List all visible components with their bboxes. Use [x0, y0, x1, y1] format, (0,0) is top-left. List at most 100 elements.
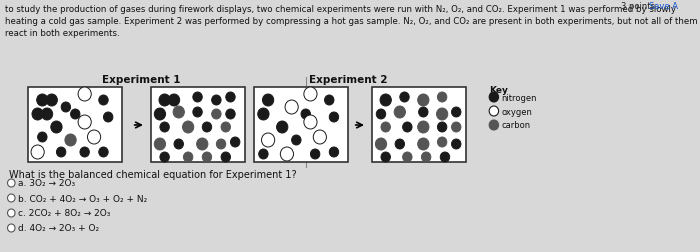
Circle shape	[489, 120, 498, 131]
Text: a. 3O₂ → 2O₃: a. 3O₂ → 2O₃	[18, 179, 75, 188]
Circle shape	[154, 138, 166, 150]
Circle shape	[160, 152, 169, 162]
Circle shape	[183, 121, 194, 134]
Circle shape	[262, 94, 274, 107]
Text: oxygen: oxygen	[501, 107, 532, 116]
Circle shape	[8, 224, 15, 232]
Circle shape	[262, 134, 274, 147]
Circle shape	[216, 139, 226, 149]
Circle shape	[78, 115, 91, 130]
Circle shape	[419, 108, 428, 117]
Text: Save A: Save A	[649, 2, 678, 11]
Circle shape	[329, 113, 339, 122]
Circle shape	[65, 135, 76, 146]
Circle shape	[402, 122, 412, 133]
Circle shape	[71, 110, 80, 119]
Text: Experiment 1: Experiment 1	[102, 75, 181, 85]
Circle shape	[276, 121, 288, 134]
Circle shape	[183, 152, 192, 162]
Circle shape	[418, 121, 429, 134]
Circle shape	[280, 147, 293, 161]
Circle shape	[169, 94, 180, 107]
FancyBboxPatch shape	[254, 88, 348, 162]
Circle shape	[159, 94, 170, 107]
Circle shape	[452, 108, 461, 117]
Text: b. CO₂ + 4O₂ → O₃ + O₂ + N₂: b. CO₂ + 4O₂ → O₃ + O₂ + N₂	[18, 194, 147, 203]
Circle shape	[202, 122, 211, 133]
Circle shape	[259, 149, 268, 159]
Text: What is the balanced chemical equation for Experiment 1?: What is the balanced chemical equation f…	[9, 169, 297, 179]
Circle shape	[226, 93, 235, 103]
Circle shape	[99, 96, 108, 106]
Circle shape	[452, 122, 461, 133]
Circle shape	[402, 152, 412, 162]
Circle shape	[301, 110, 310, 119]
Circle shape	[61, 103, 71, 113]
Circle shape	[418, 94, 429, 107]
Circle shape	[221, 152, 230, 162]
Circle shape	[78, 88, 91, 102]
Circle shape	[80, 147, 90, 158]
Circle shape	[452, 139, 461, 149]
Circle shape	[304, 88, 317, 102]
Circle shape	[437, 109, 448, 120]
Circle shape	[38, 133, 47, 142]
Circle shape	[377, 110, 386, 119]
Circle shape	[8, 179, 15, 187]
Circle shape	[380, 94, 391, 107]
Circle shape	[211, 110, 221, 119]
Circle shape	[304, 115, 317, 130]
Circle shape	[440, 152, 449, 162]
Circle shape	[438, 122, 447, 133]
Circle shape	[57, 147, 66, 158]
Circle shape	[160, 122, 169, 133]
Circle shape	[197, 138, 208, 150]
Circle shape	[51, 121, 62, 134]
Circle shape	[88, 131, 101, 144]
Circle shape	[8, 194, 15, 202]
Circle shape	[400, 93, 410, 103]
Circle shape	[226, 110, 235, 119]
Circle shape	[285, 101, 298, 115]
FancyBboxPatch shape	[372, 88, 466, 162]
Circle shape	[438, 137, 447, 147]
Circle shape	[41, 109, 52, 120]
Circle shape	[395, 139, 405, 149]
Text: Experiment 2: Experiment 2	[309, 75, 387, 85]
Text: 3 points: 3 points	[621, 2, 654, 11]
Circle shape	[173, 107, 184, 118]
Circle shape	[489, 93, 498, 103]
Text: c. 2CO₂ + 8O₂ → 2O₃: c. 2CO₂ + 8O₂ → 2O₃	[18, 209, 110, 218]
Circle shape	[375, 138, 386, 150]
Text: carbon: carbon	[501, 121, 531, 130]
Text: d. 4O₂ → 2O₃ + O₂: d. 4O₂ → 2O₃ + O₂	[18, 224, 99, 233]
Circle shape	[489, 107, 498, 116]
Circle shape	[381, 152, 391, 162]
Circle shape	[174, 139, 183, 149]
Circle shape	[314, 131, 326, 144]
Text: nitrogen: nitrogen	[501, 93, 537, 102]
Circle shape	[202, 152, 211, 162]
Circle shape	[221, 122, 230, 133]
Circle shape	[36, 94, 48, 107]
Circle shape	[154, 109, 166, 120]
Circle shape	[325, 96, 334, 106]
Circle shape	[104, 113, 113, 122]
Circle shape	[31, 145, 44, 159]
Circle shape	[421, 152, 430, 162]
Text: Key: Key	[489, 86, 508, 94]
Circle shape	[418, 138, 429, 150]
Circle shape	[46, 94, 57, 107]
Circle shape	[292, 136, 301, 145]
FancyBboxPatch shape	[28, 88, 122, 162]
Circle shape	[8, 209, 15, 217]
Circle shape	[99, 147, 108, 158]
Circle shape	[394, 107, 405, 118]
Circle shape	[32, 109, 43, 120]
Circle shape	[193, 93, 202, 103]
Circle shape	[381, 122, 391, 133]
Circle shape	[310, 149, 320, 159]
Circle shape	[438, 93, 447, 103]
Text: to study the production of gases during firework displays, two chemical experime: to study the production of gases during …	[5, 5, 697, 38]
FancyBboxPatch shape	[150, 88, 244, 162]
